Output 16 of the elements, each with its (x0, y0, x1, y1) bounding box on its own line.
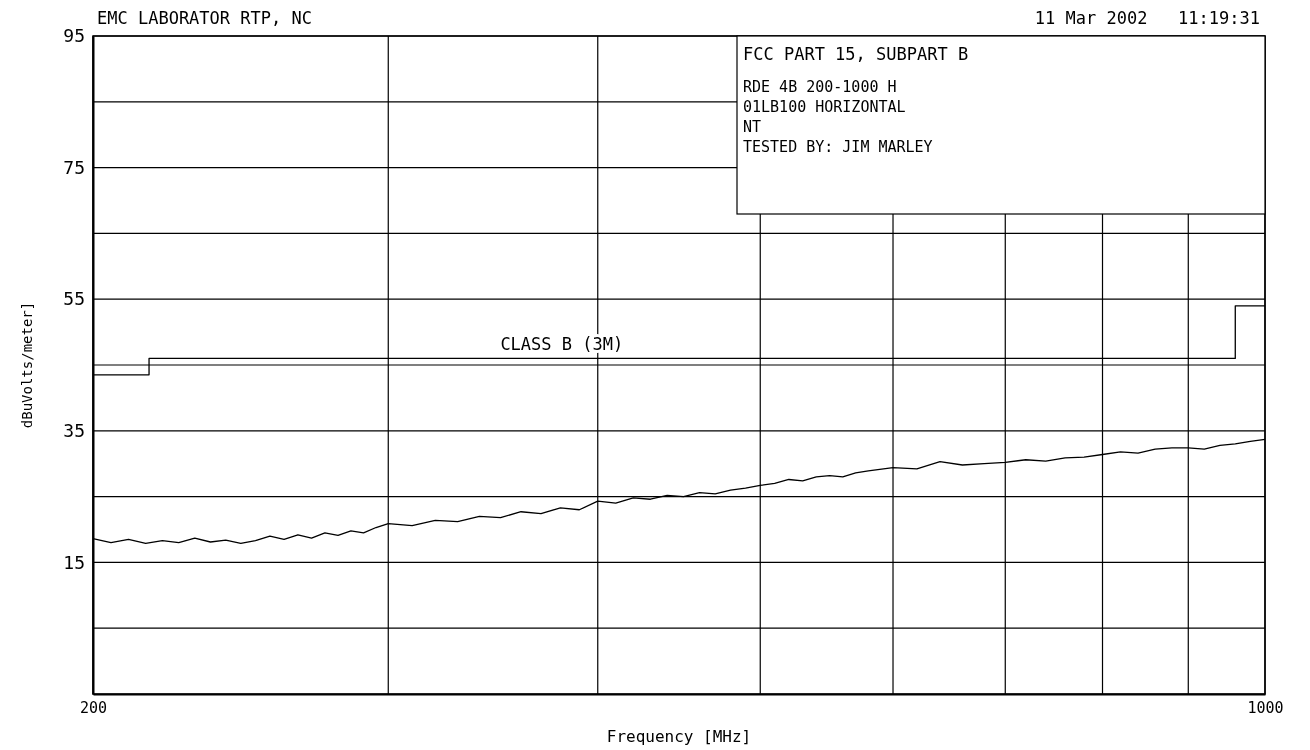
x-tick-label: 200 (79, 698, 108, 717)
y-axis-title: dBuVolts/meter] (19, 301, 35, 429)
y-tick-label: 95 (63, 25, 85, 47)
y-tick-label: 75 (63, 156, 85, 178)
annotation: FCC PART 15, SUBPART B (743, 44, 969, 64)
text: 11 Mar 2002 11:19:31 (1034, 8, 1260, 28)
annotation: NT (743, 118, 762, 136)
y-tick-label: 55 (63, 288, 85, 310)
chart-title: EMC LABORATOR RTP, NC (97, 8, 312, 28)
x-axis-title: Frequency [MHz] (606, 727, 752, 746)
y-tick-label: 15 (63, 551, 85, 573)
annotation: RDE 4B 200-1000 H (743, 78, 897, 96)
y-tick-label: 35 (63, 420, 85, 442)
annotation: 01LB100 HORIZONTAL (743, 98, 906, 116)
x-tick-label: 1000 (1247, 698, 1284, 717)
annotation: TESTED BY: JIM MARLEY (743, 138, 933, 156)
